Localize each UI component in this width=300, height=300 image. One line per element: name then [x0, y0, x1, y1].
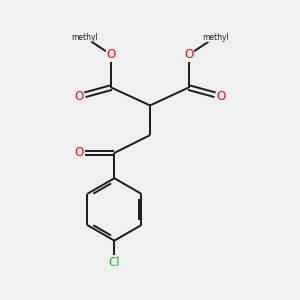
Text: O: O [217, 90, 226, 103]
Text: O: O [184, 48, 193, 62]
Text: O: O [74, 90, 83, 103]
Text: O: O [107, 48, 116, 62]
Text: methyl: methyl [202, 33, 229, 42]
Text: Cl: Cl [109, 256, 120, 269]
Text: methyl: methyl [71, 33, 98, 42]
Text: O: O [74, 146, 83, 160]
